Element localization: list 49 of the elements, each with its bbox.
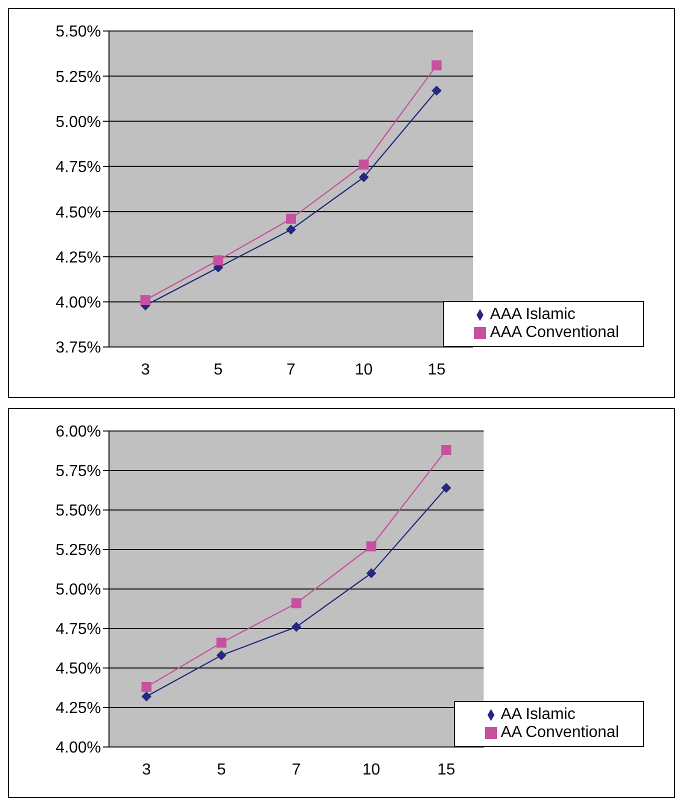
point (366, 541, 376, 552)
point (286, 224, 296, 235)
y-tick-label: 6.00% (56, 424, 101, 441)
point (291, 598, 302, 608)
point (441, 482, 452, 493)
x-tick-label: 15 (428, 361, 446, 378)
point (141, 682, 152, 692)
x-tick-label: 5 (214, 361, 223, 378)
x-tick-label: 7 (292, 761, 301, 778)
legend-label: AAA Conventional (490, 324, 619, 341)
x-tick-label: 10 (362, 761, 380, 778)
point (432, 60, 442, 70)
y-tick-label: 4.50% (56, 660, 101, 678)
point (213, 255, 224, 266)
y-tick-label: 5.75% (56, 463, 101, 480)
point (441, 444, 452, 455)
x-tick-label: 3 (140, 361, 150, 378)
y-tick-label: 5.50% (56, 502, 101, 520)
x-tick-label: 7 (286, 361, 296, 378)
y-tick-label: 5.25% (56, 68, 101, 86)
point (432, 86, 442, 96)
point (358, 172, 369, 182)
x-tick-label: 5 (216, 761, 226, 778)
y-tick-label: 4.75% (56, 159, 101, 176)
y-tick-label: 5.00% (56, 114, 101, 131)
point (366, 568, 376, 578)
y-tick-label: 5.25% (56, 542, 101, 560)
y-tick-label: 4.00% (56, 740, 101, 757)
y-tick-label: 4.75% (56, 621, 101, 638)
y-tick-label: 4.25% (56, 249, 101, 266)
x-tick-label: 15 (437, 761, 456, 778)
point (140, 295, 150, 306)
y-tick-label: 5.50% (56, 24, 101, 41)
point (141, 691, 152, 702)
x-tick-label: 3 (142, 761, 152, 778)
point (286, 214, 296, 224)
legend-label: AA Islamic (500, 706, 576, 723)
y-tick-label: 3.75% (56, 340, 101, 357)
y-tick-label: 4.25% (56, 700, 101, 718)
y-tick-label: 4.00% (56, 294, 101, 312)
point (216, 638, 226, 648)
legend-label: AAA Islamic (490, 306, 576, 323)
x-tick-label: 10 (354, 361, 373, 378)
point (358, 160, 369, 170)
y-tick-label: 5.00% (56, 582, 101, 599)
point (216, 650, 226, 660)
y-tick-label: 4.50% (56, 204, 101, 222)
point (291, 622, 302, 632)
legend-label: AA Conventional (500, 724, 619, 741)
